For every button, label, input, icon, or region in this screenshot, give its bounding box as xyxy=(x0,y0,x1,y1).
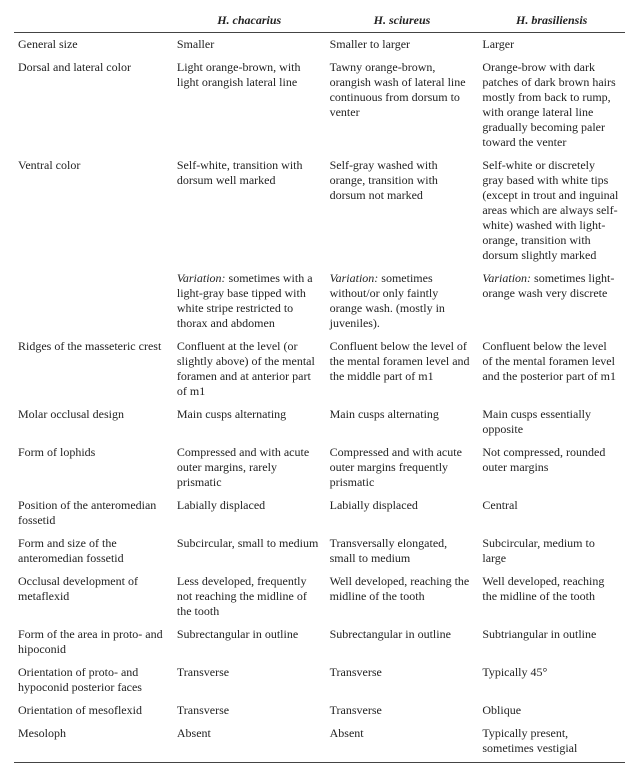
table-row: Occlusal development of metaflexidLess d… xyxy=(14,570,625,623)
row-label: Orientation of mesoflexid xyxy=(14,699,173,722)
cell-species-1: Self-white, transition with dorsum well … xyxy=(173,154,326,267)
header-blank xyxy=(14,10,173,33)
table-header-row: H. chacarius H. sciureus H. brasiliensis xyxy=(14,10,625,33)
table-row: Molar occlusal designMain cusps alternat… xyxy=(14,403,625,441)
cell-species-3: Subcircular, medium to large xyxy=(478,532,625,570)
row-label: Form of lophids xyxy=(14,441,173,494)
variation-label: Variation: xyxy=(482,271,531,285)
cell-species-3: Larger xyxy=(478,33,625,57)
cell-species-2: Confluent below the level of the mental … xyxy=(326,335,479,403)
cell-species-2: Tawny orange-brown, orangish wash of lat… xyxy=(326,56,479,154)
header-species-2: H. sciureus xyxy=(326,10,479,33)
comparison-table: H. chacarius H. sciureus H. brasiliensis… xyxy=(14,10,625,760)
table-row: Orientation of proto- and hypoconid post… xyxy=(14,661,625,699)
row-label: Occlusal development of metaflexid xyxy=(14,570,173,623)
row-label: Orientation of proto- and hypoconid post… xyxy=(14,661,173,699)
cell-species-2: Well developed, reaching the midline of … xyxy=(326,570,479,623)
table-row: Orientation of mesoflexidTransverseTrans… xyxy=(14,699,625,722)
cell-species-3: Not compressed, rounded outer margins xyxy=(478,441,625,494)
cell-species-2: Self-gray washed with orange, transition… xyxy=(326,154,479,267)
cell-species-1: Transverse xyxy=(173,661,326,699)
row-label-empty xyxy=(14,267,173,335)
table-row: General sizeSmallerSmaller to largerLarg… xyxy=(14,33,625,57)
cell-species-3: Confluent below the level of the mental … xyxy=(478,335,625,403)
cell-species-1: Light orange-brown, with light orangish … xyxy=(173,56,326,154)
cell-species-2: Transversally elongated, small to medium xyxy=(326,532,479,570)
row-label: Dorsal and lateral color xyxy=(14,56,173,154)
cell-species-3: Typically 45° xyxy=(478,661,625,699)
cell-species-1: Main cusps alternating xyxy=(173,403,326,441)
cell-species-1: Labially displaced xyxy=(173,494,326,532)
table-row: Ridges of the masseteric crestConfluent … xyxy=(14,335,625,403)
cell-species-3: Typically present, sometimes vestigial xyxy=(478,722,625,760)
cell-species-3: Well developed, reaching the midline of … xyxy=(478,570,625,623)
table-body: General sizeSmallerSmaller to largerLarg… xyxy=(14,33,625,761)
variation-cell-species-2: Variation: sometimes without/or only fai… xyxy=(326,267,479,335)
table-bottom-rule xyxy=(14,762,625,763)
cell-species-2: Absent xyxy=(326,722,479,760)
cell-species-2: Labially displaced xyxy=(326,494,479,532)
cell-species-3: Subtriangular in outline xyxy=(478,623,625,661)
variation-cell-species-3: Variation: sometimes light-orange wash v… xyxy=(478,267,625,335)
cell-species-3: Main cusps essentially opposite xyxy=(478,403,625,441)
row-label: Ventral color xyxy=(14,154,173,267)
cell-species-2: Transverse xyxy=(326,661,479,699)
header-species-1: H. chacarius xyxy=(173,10,326,33)
variation-cell-species-1: Variation: sometimes with a light-gray b… xyxy=(173,267,326,335)
row-label: Position of the anteromedian fossetid xyxy=(14,494,173,532)
table-row: Form of lophidsCompressed and with acute… xyxy=(14,441,625,494)
variation-label: Variation: xyxy=(330,271,379,285)
row-label: Form and size of the anteromedian fosset… xyxy=(14,532,173,570)
table-row-variation: Variation: sometimes with a light-gray b… xyxy=(14,267,625,335)
cell-species-1: Confluent at the level (or slightly abov… xyxy=(173,335,326,403)
cell-species-1: Subrectangular in outline xyxy=(173,623,326,661)
row-label: Molar occlusal design xyxy=(14,403,173,441)
cell-species-3: Central xyxy=(478,494,625,532)
cell-species-1: Compressed and with acute outer margins,… xyxy=(173,441,326,494)
cell-species-1: Subcircular, small to medium xyxy=(173,532,326,570)
table-row: Form of the area in proto- and hipoconid… xyxy=(14,623,625,661)
variation-label: Variation: xyxy=(177,271,226,285)
table-row: Ventral colorSelf-white, transition with… xyxy=(14,154,625,267)
cell-species-2: Main cusps alternating xyxy=(326,403,479,441)
table-row: Dorsal and lateral colorLight orange-bro… xyxy=(14,56,625,154)
row-label: Form of the area in proto- and hipoconid xyxy=(14,623,173,661)
row-label: General size xyxy=(14,33,173,57)
table-row: Position of the anteromedian fossetidLab… xyxy=(14,494,625,532)
row-label: Ridges of the masseteric crest xyxy=(14,335,173,403)
cell-species-3: Oblique xyxy=(478,699,625,722)
cell-species-1: Absent xyxy=(173,722,326,760)
table-row: MesolophAbsentAbsentTypically present, s… xyxy=(14,722,625,760)
header-species-3: H. brasiliensis xyxy=(478,10,625,33)
comparison-table-wrapper: H. chacarius H. sciureus H. brasiliensis… xyxy=(0,0,639,781)
cell-species-2: Subrectangular in outline xyxy=(326,623,479,661)
row-label: Mesoloph xyxy=(14,722,173,760)
cell-species-2: Smaller to larger xyxy=(326,33,479,57)
cell-species-3: Orange-brow with dark patches of dark br… xyxy=(478,56,625,154)
cell-species-1: Smaller xyxy=(173,33,326,57)
cell-species-2: Transverse xyxy=(326,699,479,722)
cell-species-1: Less developed, frequently not reaching … xyxy=(173,570,326,623)
cell-species-2: Compressed and with acute outer margins … xyxy=(326,441,479,494)
cell-species-1: Transverse xyxy=(173,699,326,722)
table-row: Form and size of the anteromedian fosset… xyxy=(14,532,625,570)
cell-species-3: Self-white or discretely gray based with… xyxy=(478,154,625,267)
